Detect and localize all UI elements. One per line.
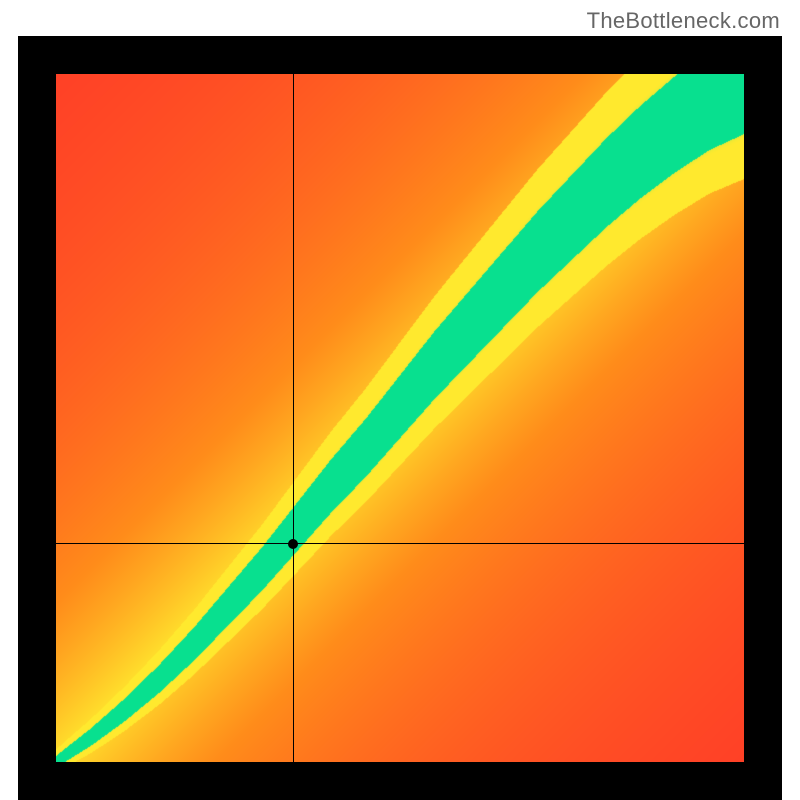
- crosshair-vertical: [293, 74, 294, 762]
- watermark-text: TheBottleneck.com: [587, 8, 780, 34]
- crosshair-marker: [288, 539, 298, 549]
- crosshair-horizontal: [56, 543, 744, 544]
- chart-frame: [18, 36, 782, 800]
- heatmap-canvas: [56, 74, 744, 762]
- heatmap-plot: [56, 74, 744, 762]
- chart-container: TheBottleneck.com: [0, 0, 800, 800]
